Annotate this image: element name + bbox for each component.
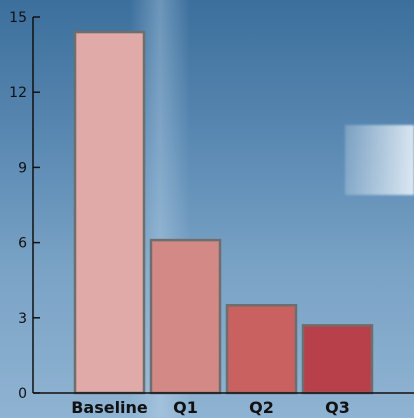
- x-tick-label: Q1: [173, 398, 198, 417]
- x-tick-label: Q3: [325, 398, 350, 417]
- bar-q2: [225, 304, 298, 395]
- background-glow: [345, 125, 414, 195]
- y-tick-label: 12: [9, 85, 27, 101]
- bar-q1: [149, 238, 222, 395]
- y-tick-label: 6: [18, 236, 27, 252]
- y-tick-label: 3: [18, 311, 27, 327]
- y-tick-label: 15: [9, 10, 27, 26]
- x-tick-label: Baseline: [71, 398, 148, 417]
- y-tick-label: 0: [18, 386, 27, 402]
- bar-q3: [301, 324, 374, 395]
- x-tick-label: Q2: [249, 398, 274, 417]
- bar-baseline: [73, 30, 146, 395]
- y-tick-label: 9: [18, 160, 27, 176]
